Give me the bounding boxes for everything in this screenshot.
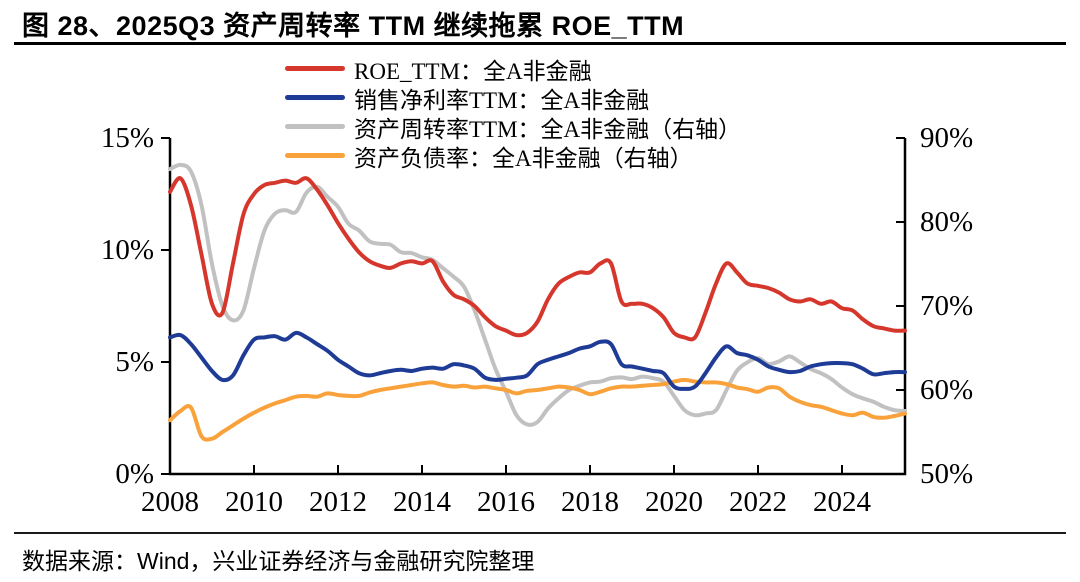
legend-line-sample-blue: [285, 95, 345, 100]
series-line-2: [168, 162, 907, 427]
legend-item-debt-ratio: 资产负债率：全A非金融（右轴）: [285, 141, 741, 171]
legend-line-sample-gray: [285, 124, 345, 129]
legend-line-sample-orange: [285, 153, 345, 158]
legend-item-asset-turnover: 资产周转率TTM：全A非金融（右轴）: [285, 112, 742, 142]
series-line-0: [168, 176, 907, 342]
legend-label: ROE_TTM：全A非金融: [354, 58, 592, 84]
series-line-3: [168, 377, 907, 442]
figure-title: 图 28、2025Q3 资产周转率 TTM 继续拖累 ROE_TTM: [22, 11, 685, 41]
legend-line-sample-red: [285, 66, 345, 71]
chart-legend: ROE_TTM：全A非金融 销售净利率TTM：全A非金融 资产周转率TTM：全A…: [285, 54, 742, 171]
footer-rule: [14, 532, 1066, 534]
source-note: 数据来源：Wind，兴业证券经济与金融研究院整理: [22, 548, 535, 574]
legend-item-net-margin: 销售净利率TTM：全A非金融: [285, 83, 741, 113]
legend-item-roe-ttm: ROE_TTM：全A非金融: [285, 54, 741, 84]
series-line-1: [168, 330, 907, 391]
title-rule: [14, 42, 1066, 45]
legend-label: 销售净利率TTM：全A非金融: [354, 87, 650, 113]
legend-label: 资产周转率TTM：全A非金融（右轴）: [354, 116, 742, 142]
legend-label: 资产负债率：全A非金融（右轴）: [354, 145, 693, 171]
